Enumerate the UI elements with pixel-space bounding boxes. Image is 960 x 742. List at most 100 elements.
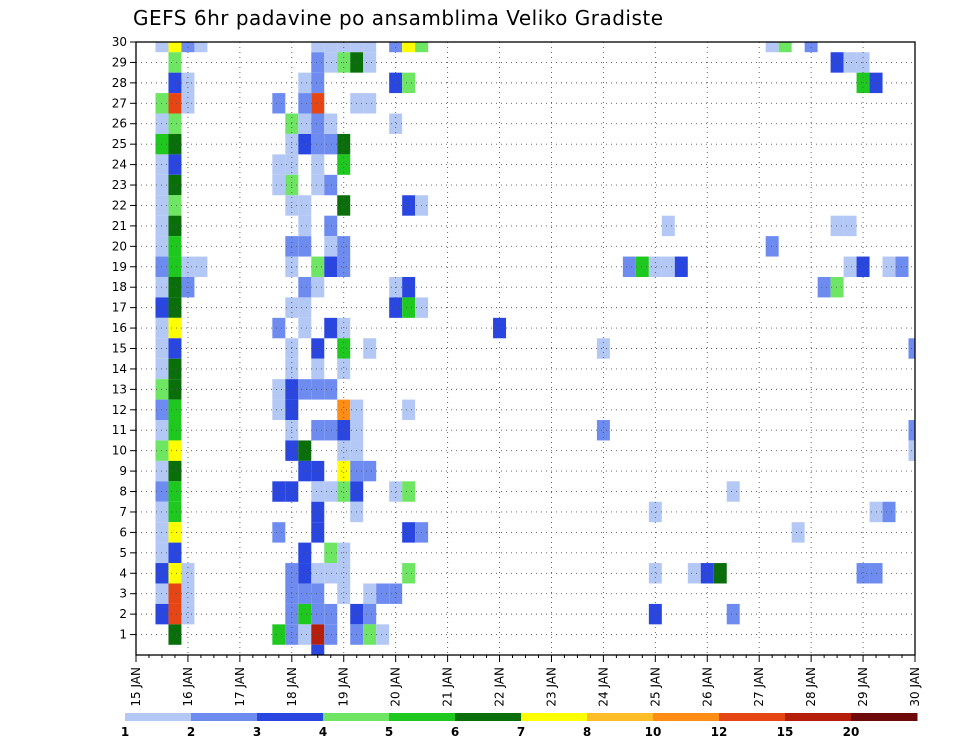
heatmap-cell-6-21 <box>402 522 416 543</box>
heatmap-cell-29-54 <box>830 52 844 73</box>
heatmap-cell-11-15 <box>324 420 338 441</box>
heatmap-cell-30-15 <box>324 42 338 53</box>
heatmap-cell-17-13 <box>298 297 312 318</box>
y-tick-label-23: 23 <box>112 178 127 192</box>
heatmap-cell-4-21 <box>402 563 416 584</box>
heatmap-cell-30-14 <box>311 42 325 53</box>
heatmap-cell-29-15 <box>324 52 338 73</box>
heatmap-cell-24-16 <box>337 154 351 175</box>
heatmap-cell-0-14 <box>311 644 325 655</box>
heatmap-cell-23-11 <box>272 174 286 196</box>
heatmap-cell-12-3 <box>168 399 182 421</box>
x-tick-label-11: 26 JAN <box>700 667 714 707</box>
heatmap-cell-21-55 <box>843 215 857 237</box>
heatmap-cell-10-16 <box>337 440 351 461</box>
legend-swatch-10 <box>785 713 852 721</box>
heatmap-cell-16-3 <box>168 317 182 339</box>
heatmap-cell-1-13 <box>298 624 312 645</box>
y-tick-label-8: 8 <box>119 485 127 499</box>
y-tick-label-2: 2 <box>119 607 127 621</box>
heatmap-cell-22-21 <box>402 195 416 216</box>
heatmap-cell-28-14 <box>311 72 325 94</box>
x-tick-label-0: 15 JAN <box>129 667 143 707</box>
heatmap-cell-26-13 <box>298 113 312 134</box>
heatmap-cell-30-2 <box>155 42 169 53</box>
heatmap-cell-20-3 <box>168 236 182 257</box>
legend-label-0: 1 <box>121 725 129 739</box>
heatmap-cell-20-49 <box>765 236 779 257</box>
heatmap-cell-24-14 <box>311 154 325 175</box>
legend-swatch-8 <box>653 713 720 721</box>
heatmap-cell-23-14 <box>311 174 325 196</box>
heatmap-cell-10-3 <box>168 440 182 461</box>
x-tick-label-1: 16 JAN <box>181 667 195 707</box>
legend-swatch-9 <box>719 713 786 721</box>
heatmap-cell-15-14 <box>311 338 325 359</box>
heatmap-cell-18-54 <box>830 276 844 298</box>
plot-frame <box>135 41 916 656</box>
heatmap-cell-26-15 <box>324 113 338 134</box>
legend-swatch-5 <box>455 713 522 721</box>
y-tick-label-12: 12 <box>112 403 127 417</box>
heatmap-cell-6-11 <box>272 522 286 543</box>
y-tick-label-10: 10 <box>112 444 127 458</box>
heatmap-cell-25-15 <box>324 133 338 155</box>
heatmap-cell-7-40 <box>648 501 662 523</box>
y-tick-label-25: 25 <box>112 137 127 151</box>
heatmap-cell-4-45 <box>713 563 727 584</box>
heatmap-cell-19-39 <box>635 256 649 277</box>
heatmap-cell-30-49 <box>765 42 779 53</box>
heatmap-cell-30-5 <box>194 42 208 53</box>
heatmap-cell-24-3 <box>168 154 182 175</box>
y-tick-label-9: 9 <box>119 464 127 478</box>
y-axis: 1234567891011121314151617181920212223242… <box>112 35 136 642</box>
heatmap-cell-4-13 <box>298 563 312 584</box>
heatmap-cell-21-54 <box>830 215 844 237</box>
heatmap-cell-19-16 <box>337 256 351 277</box>
heatmap-cell-3-14 <box>311 583 325 604</box>
heatmap-cell-5-13 <box>298 542 312 564</box>
legend-label-8: 10 <box>645 725 662 739</box>
heatmap-cell-2-13 <box>298 603 312 625</box>
heatmap-cell-25-16 <box>337 133 351 155</box>
heatmap-cell-9-3 <box>168 460 182 482</box>
y-tick-label-20: 20 <box>112 239 127 253</box>
y-tick-label-5: 5 <box>119 546 127 560</box>
heatmap-cell-27-3 <box>168 93 182 114</box>
heatmap-cell-16-16 <box>337 317 351 339</box>
y-tick-label-6: 6 <box>119 525 127 539</box>
heatmap-cell-4-16 <box>337 563 351 584</box>
heatmap-cell-14-14 <box>311 358 325 380</box>
x-axis: 15 JAN 16 JAN 17 JAN 18 JAN 19 JAN 20 JAN 21 J… <box>129 655 922 707</box>
x-tick-label-13: 28 JAN <box>804 667 818 707</box>
heatmap-cell-4-40 <box>648 563 662 584</box>
heatmap-cell-1-11 <box>272 624 286 645</box>
legend-swatch-7 <box>587 713 654 721</box>
heatmap-cell-4-44 <box>700 563 714 584</box>
heatmap-cell-12-16 <box>337 399 351 421</box>
heatmap-cell-6-14 <box>311 522 325 543</box>
heatmap-cell-29-18 <box>363 52 377 73</box>
heatmap-cell-4-4 <box>181 563 195 584</box>
heatmap-cell-5-15 <box>324 542 338 564</box>
heatmap-cell-8-16 <box>337 481 351 502</box>
heatmap-cell-9-14 <box>311 460 325 482</box>
legend-label-3: 4 <box>319 725 327 739</box>
heatmap-cell-21-13 <box>298 215 312 237</box>
heatmap-cell-26-14 <box>311 113 325 134</box>
heatmap-cell-18-53 <box>817 276 831 298</box>
x-tick-label-7: 22 JAN <box>493 667 507 707</box>
heatmap-cell-3-18 <box>363 583 377 604</box>
legend-swatch-2 <box>257 713 324 721</box>
heatmap-cell-4-15 <box>324 563 338 584</box>
heatmap-cell-7-14 <box>311 501 325 523</box>
heatmap-cell-16-13 <box>298 317 312 339</box>
x-tick-label-5: 20 JAN <box>389 667 403 707</box>
heatmap-cell-1-14 <box>311 624 325 645</box>
heatmap-cell-19-59 <box>895 256 909 277</box>
y-tick-label-27: 27 <box>112 96 127 110</box>
y-tick-label-3: 3 <box>119 587 127 601</box>
heatmap-cell-15-3 <box>168 338 182 359</box>
heatmap-cell-21-3 <box>168 215 182 237</box>
heatmap-cell-19-38 <box>622 256 636 277</box>
